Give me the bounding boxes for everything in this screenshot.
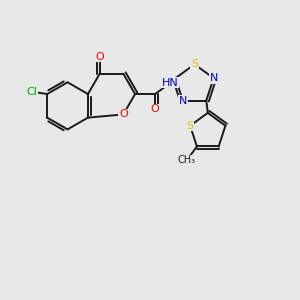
Text: CH₃: CH₃	[178, 155, 196, 165]
Text: S: S	[187, 121, 194, 131]
Text: HN: HN	[162, 78, 179, 88]
Text: O: O	[151, 104, 160, 114]
Text: Cl: Cl	[26, 87, 37, 97]
Text: O: O	[95, 52, 104, 61]
Text: N: N	[178, 95, 187, 106]
Text: O: O	[119, 110, 128, 119]
Text: S: S	[191, 59, 198, 69]
Text: N: N	[209, 73, 218, 83]
